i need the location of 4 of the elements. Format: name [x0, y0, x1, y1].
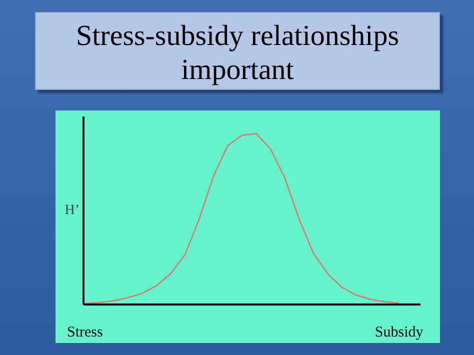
y-axis-title: H’ — [64, 203, 80, 218]
x-tick-label: Stress — [67, 324, 104, 340]
x-tick-label: Subsidy — [374, 324, 424, 340]
chart-title: Stress-subsidy relationships important — [35, 15, 440, 87]
